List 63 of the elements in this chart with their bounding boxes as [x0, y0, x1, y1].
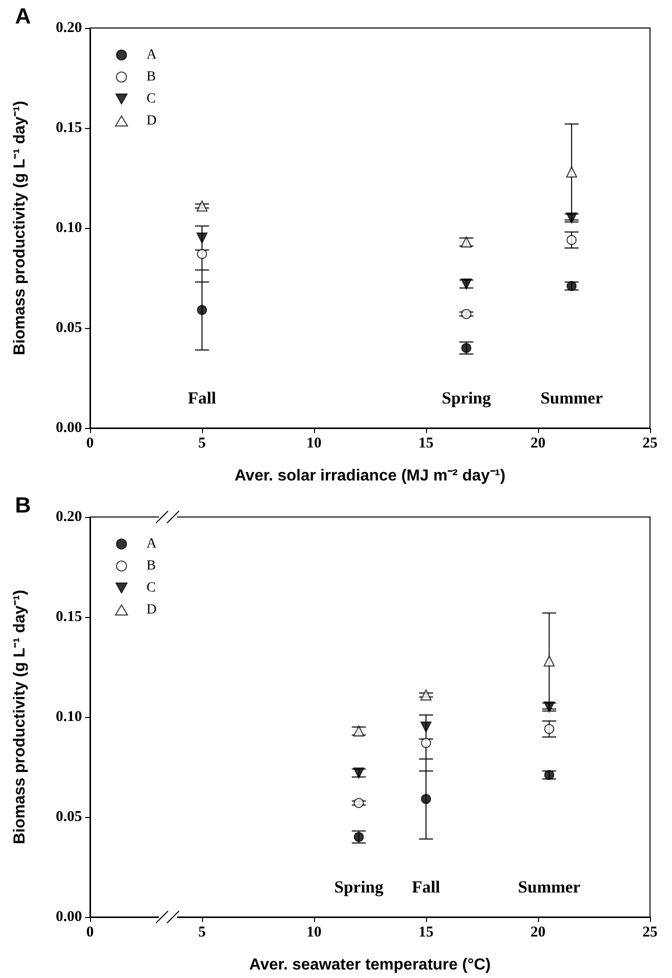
y-tick-label: 0.00 [56, 909, 82, 925]
point [197, 249, 207, 259]
point [544, 724, 554, 734]
legend-label: D [146, 114, 157, 128]
y-tick-label: 0.00 [56, 420, 82, 436]
y-axis-title: Biomass productivity (g L⁻¹ day⁻¹) [12, 100, 28, 356]
point [566, 166, 578, 178]
point [566, 235, 577, 245]
x-tick-label: 0 [86, 436, 94, 452]
x-tick-label: 0 [86, 924, 94, 940]
point [197, 305, 207, 315]
point [421, 794, 431, 804]
annotation: Fall [412, 878, 440, 896]
point [196, 200, 208, 212]
y-tick-label: 0.15 [56, 609, 82, 625]
point [460, 236, 472, 248]
x-axis-title: Aver. seawater temperature (°C) [249, 956, 491, 974]
annotation: Summer [540, 388, 604, 408]
point [421, 738, 431, 748]
y-tick-label: 0.10 [56, 709, 82, 725]
x-tick-label: 20 [530, 924, 546, 940]
legend-label: C [146, 92, 156, 106]
point [544, 656, 555, 666]
chart-title: A [15, 4, 31, 28]
legend-label: A [146, 536, 158, 552]
y-tick-label: 0.20 [56, 509, 82, 525]
x-tick-label: 15 [418, 924, 434, 940]
x-tick-label: 10 [306, 436, 322, 452]
chart-title: B [15, 492, 31, 518]
annotation: Spring [442, 388, 492, 408]
x-tick-label: 25 [642, 436, 658, 452]
x-tick-label: 20 [530, 436, 546, 452]
legend-label: B [146, 558, 156, 574]
point [420, 690, 432, 700]
legend-label: B [146, 70, 156, 84]
legend-label: A [146, 48, 158, 62]
annotation: Summer [518, 878, 581, 896]
point [544, 770, 554, 780]
point [420, 722, 432, 732]
x-tick-label: 15 [418, 436, 434, 452]
legend-label: C [146, 580, 156, 596]
point [460, 278, 472, 290]
point [196, 232, 208, 244]
y-tick-label: 0.10 [56, 220, 82, 236]
x-tick-label: 10 [306, 924, 322, 940]
y-tick-label: 0.15 [56, 120, 82, 136]
point [461, 309, 472, 319]
annotation: Spring [334, 878, 384, 896]
point [353, 768, 364, 778]
annotation: Fall [188, 388, 216, 408]
y-tick-label: 0.20 [56, 20, 82, 36]
y-tick-label: 0.05 [56, 320, 82, 336]
y-tick-label: 0.05 [56, 809, 82, 825]
point [461, 343, 472, 353]
legend-label: D [146, 602, 157, 618]
point [354, 832, 364, 842]
x-axis-title: Aver. solar irradiance (MJ m⁻² day⁻¹) [234, 468, 506, 484]
point [354, 798, 364, 808]
x-tick-label: 5 [198, 436, 206, 452]
y-axis-title: Biomass productivity (g L⁻¹ day⁻¹) [12, 590, 28, 844]
x-tick-label: 25 [642, 924, 658, 940]
point [566, 281, 577, 291]
x-tick-label: 5 [198, 924, 206, 940]
